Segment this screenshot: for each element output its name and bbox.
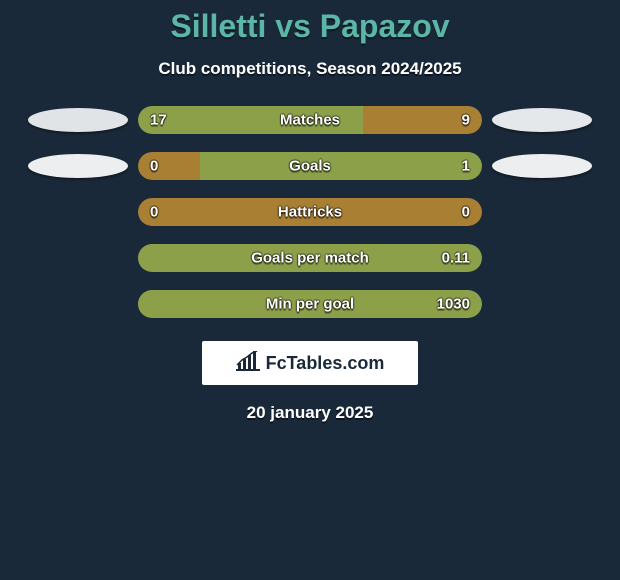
stat-row: Goals per match 0.11 [0, 235, 620, 281]
stat-rows: 17 Matches 9 0 Goals 1 0 Hattricks 0 Goals per ma… [0, 97, 620, 327]
stat-right-value: 0 [462, 204, 470, 221]
logo-text: FcTables.com [266, 353, 385, 374]
player1-ellipse-icon [28, 154, 128, 178]
page-title: Silletti vs Papazov [0, 8, 620, 45]
stat-label: Hattricks [278, 204, 342, 221]
subtitle: Club competitions, Season 2024/2025 [0, 59, 620, 79]
player1-badge-slot [18, 154, 138, 178]
stat-right-value: 0.11 [442, 250, 470, 267]
stat-row: 0 Hattricks 0 [0, 189, 620, 235]
player2-ellipse-icon [492, 154, 592, 178]
stat-right-value: 1 [462, 158, 470, 175]
stat-row: 0 Goals 1 [0, 143, 620, 189]
stat-label: Matches [280, 112, 340, 129]
player1-ellipse-icon [28, 108, 128, 132]
stat-right-value: 9 [462, 112, 470, 129]
stat-bar: 17 Matches 9 [138, 106, 482, 134]
stat-label: Goals per match [251, 250, 369, 267]
stat-right-value: 1030 [437, 296, 470, 313]
stat-left-value: 17 [150, 112, 167, 129]
stat-left-value: 0 [150, 158, 158, 175]
stat-bar-left-fill [138, 152, 200, 180]
stat-bar: 0 Goals 1 [138, 152, 482, 180]
player1-badge-slot [18, 108, 138, 132]
stat-label: Min per goal [266, 296, 354, 313]
stat-row: Min per goal 1030 [0, 281, 620, 327]
player2-ellipse-icon [492, 108, 592, 132]
stat-label: Goals [289, 158, 331, 175]
logo-chart-icon [236, 351, 260, 376]
stat-left-value: 0 [150, 204, 158, 221]
stat-row: 17 Matches 9 [0, 97, 620, 143]
date-label: 20 january 2025 [0, 403, 620, 423]
stat-bar: 0 Hattricks 0 [138, 198, 482, 226]
logo-box: FcTables.com [202, 341, 418, 385]
stat-bar-right-fill [200, 152, 482, 180]
stat-bar: Goals per match 0.11 [138, 244, 482, 272]
player2-badge-slot [482, 108, 602, 132]
stat-bar: Min per goal 1030 [138, 290, 482, 318]
player2-badge-slot [482, 154, 602, 178]
